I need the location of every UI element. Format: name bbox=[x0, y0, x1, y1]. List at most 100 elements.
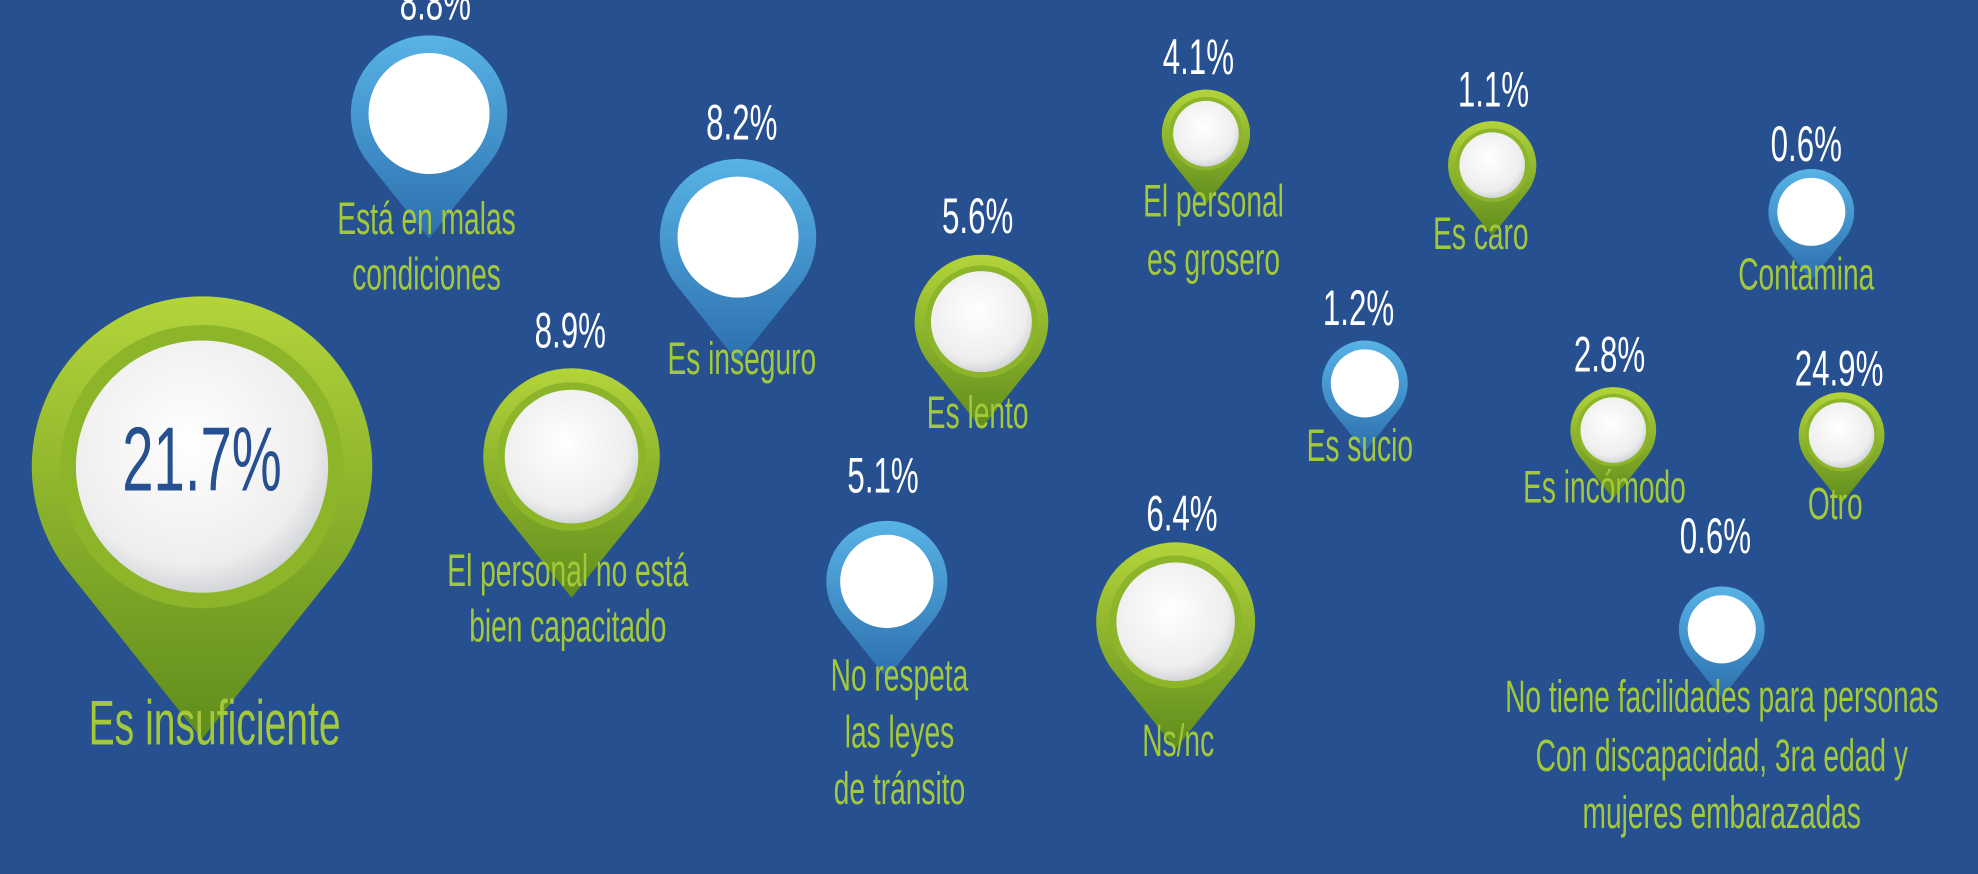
pin-value: 4.1% bbox=[1163, 28, 1234, 84]
pin-label: Es lento bbox=[927, 389, 1029, 439]
pin-label-group: bien capacitado bbox=[469, 602, 666, 652]
pin-face bbox=[1808, 402, 1875, 468]
pin-value: 1.1% bbox=[1458, 61, 1529, 117]
pin bbox=[1448, 121, 1537, 236]
pin-label: de tránsito bbox=[834, 764, 965, 814]
pin-face bbox=[930, 271, 1032, 373]
pin-label: bien capacitado bbox=[469, 602, 666, 652]
pin bbox=[31, 296, 373, 740]
pin bbox=[1798, 392, 1885, 504]
pin-face bbox=[1687, 595, 1756, 664]
pin-value: 1.2% bbox=[1323, 279, 1394, 335]
pin bbox=[1570, 387, 1657, 499]
pin bbox=[914, 254, 1049, 429]
pin-value: 0.6% bbox=[1771, 115, 1842, 171]
pin bbox=[659, 158, 817, 363]
pin-value-group: 5.6% bbox=[942, 187, 1013, 243]
pin-label-group: Es lento bbox=[927, 389, 1029, 439]
pin-value-group: 24.9% bbox=[1795, 340, 1884, 396]
pin-face bbox=[840, 534, 934, 629]
pin-label: es grosero bbox=[1147, 235, 1280, 285]
pin-label-group: Es sucio bbox=[1307, 421, 1413, 471]
pin-face bbox=[75, 340, 329, 593]
pin-value: 5.6% bbox=[942, 187, 1013, 243]
pin-label: No tiene facilidades para personas bbox=[1505, 672, 1938, 722]
pin-label-group: Con discapacidad, 3ra edad y bbox=[1536, 732, 1908, 782]
pin-label: Contamina bbox=[1738, 250, 1874, 300]
pin-label: las leyes bbox=[845, 708, 954, 758]
pin-label: Está en malas bbox=[337, 194, 515, 244]
pin bbox=[1768, 168, 1855, 281]
pin-value: 24.9% bbox=[1795, 340, 1884, 396]
pin-label: El personal no está bbox=[447, 546, 688, 596]
pin-label-group: Es insuficiente bbox=[89, 689, 341, 759]
pin-face bbox=[368, 52, 490, 175]
pin-face bbox=[1173, 100, 1239, 167]
pin-label: Con discapacidad, 3ra edad y bbox=[1536, 732, 1908, 782]
pin-label-group: El personal bbox=[1143, 177, 1284, 227]
pin-face bbox=[677, 176, 799, 298]
pin-face bbox=[1777, 177, 1846, 246]
pin-value-group: 1.1% bbox=[1458, 61, 1529, 117]
pin-value: 21.7% bbox=[122, 410, 282, 511]
pin-label-group: Ns/nc bbox=[1142, 716, 1214, 766]
pin bbox=[483, 368, 660, 598]
pin-face bbox=[504, 389, 639, 524]
pin-label-group: El personal no está bbox=[447, 546, 688, 596]
pin-label-group: No tiene facilidades para personas bbox=[1505, 672, 1938, 722]
pin-label: Otro bbox=[1808, 479, 1863, 529]
pin-label-group: las leyes bbox=[845, 708, 954, 758]
pin-label-group: mujeres embarazadas bbox=[1583, 788, 1861, 838]
pin-value-group: 2.8% bbox=[1574, 326, 1645, 382]
pin-label: Es insuficiente bbox=[89, 689, 341, 759]
pin-value-group: 8.8% bbox=[400, 0, 471, 30]
pin bbox=[1096, 542, 1256, 749]
pin-label-group: No respeta bbox=[831, 651, 969, 701]
pin-value: 2.8% bbox=[1574, 326, 1645, 382]
pin bbox=[1678, 586, 1765, 698]
pin-label: Es incómodo bbox=[1523, 463, 1686, 513]
pin-value: 0.6% bbox=[1680, 507, 1751, 563]
pin-label-group: Está en malas bbox=[337, 194, 515, 244]
pin-value-group: 0.6% bbox=[1771, 115, 1842, 171]
pin-value-group: 21.7% bbox=[122, 410, 282, 511]
pin bbox=[1321, 340, 1408, 453]
pin-value-group: 1.2% bbox=[1323, 279, 1394, 335]
pin-label: Ns/nc bbox=[1142, 716, 1214, 766]
pin-label: mujeres embarazadas bbox=[1583, 788, 1861, 838]
pin-value-group: 5.1% bbox=[847, 447, 918, 503]
pin-label-group: Es caro bbox=[1433, 209, 1528, 259]
pin-label: El personal bbox=[1143, 177, 1284, 227]
pin-label-group: es grosero bbox=[1147, 235, 1280, 285]
pin-value: 8.2% bbox=[706, 94, 777, 150]
pin-label: Es caro bbox=[1433, 209, 1528, 259]
pin bbox=[826, 520, 948, 679]
pin-label-group: Otro bbox=[1808, 479, 1863, 529]
pin-value: 6.4% bbox=[1146, 485, 1217, 541]
pin-label-group: Es inseguro bbox=[667, 334, 816, 384]
pin-value-group: 8.2% bbox=[706, 94, 777, 150]
pin-face bbox=[1459, 132, 1526, 199]
pin-face bbox=[1116, 562, 1235, 682]
pin-face bbox=[1330, 349, 1399, 418]
pin-label-group: de tránsito bbox=[834, 764, 965, 814]
pin-label: condiciones bbox=[352, 250, 501, 300]
pin-value-group: 8.9% bbox=[535, 302, 606, 358]
pin-label: No respeta bbox=[831, 651, 969, 701]
pin-label-group: condiciones bbox=[352, 250, 501, 300]
pin-face bbox=[1580, 397, 1647, 463]
pin-label: Es inseguro bbox=[667, 334, 816, 384]
pin bbox=[350, 35, 508, 239]
pin-value: 5.1% bbox=[847, 447, 918, 503]
pin-value-group: 4.1% bbox=[1163, 28, 1234, 84]
pin-value: 8.9% bbox=[535, 302, 606, 358]
pin-value-group: 6.4% bbox=[1146, 485, 1217, 541]
pin bbox=[1161, 89, 1251, 205]
pin-label: Es sucio bbox=[1307, 421, 1413, 471]
pin-label-group: Contamina bbox=[1738, 250, 1874, 300]
pin-value-group: 0.6% bbox=[1680, 507, 1751, 563]
pin-label-group: Es incómodo bbox=[1523, 463, 1686, 513]
pin-value: 8.8% bbox=[400, 0, 471, 30]
